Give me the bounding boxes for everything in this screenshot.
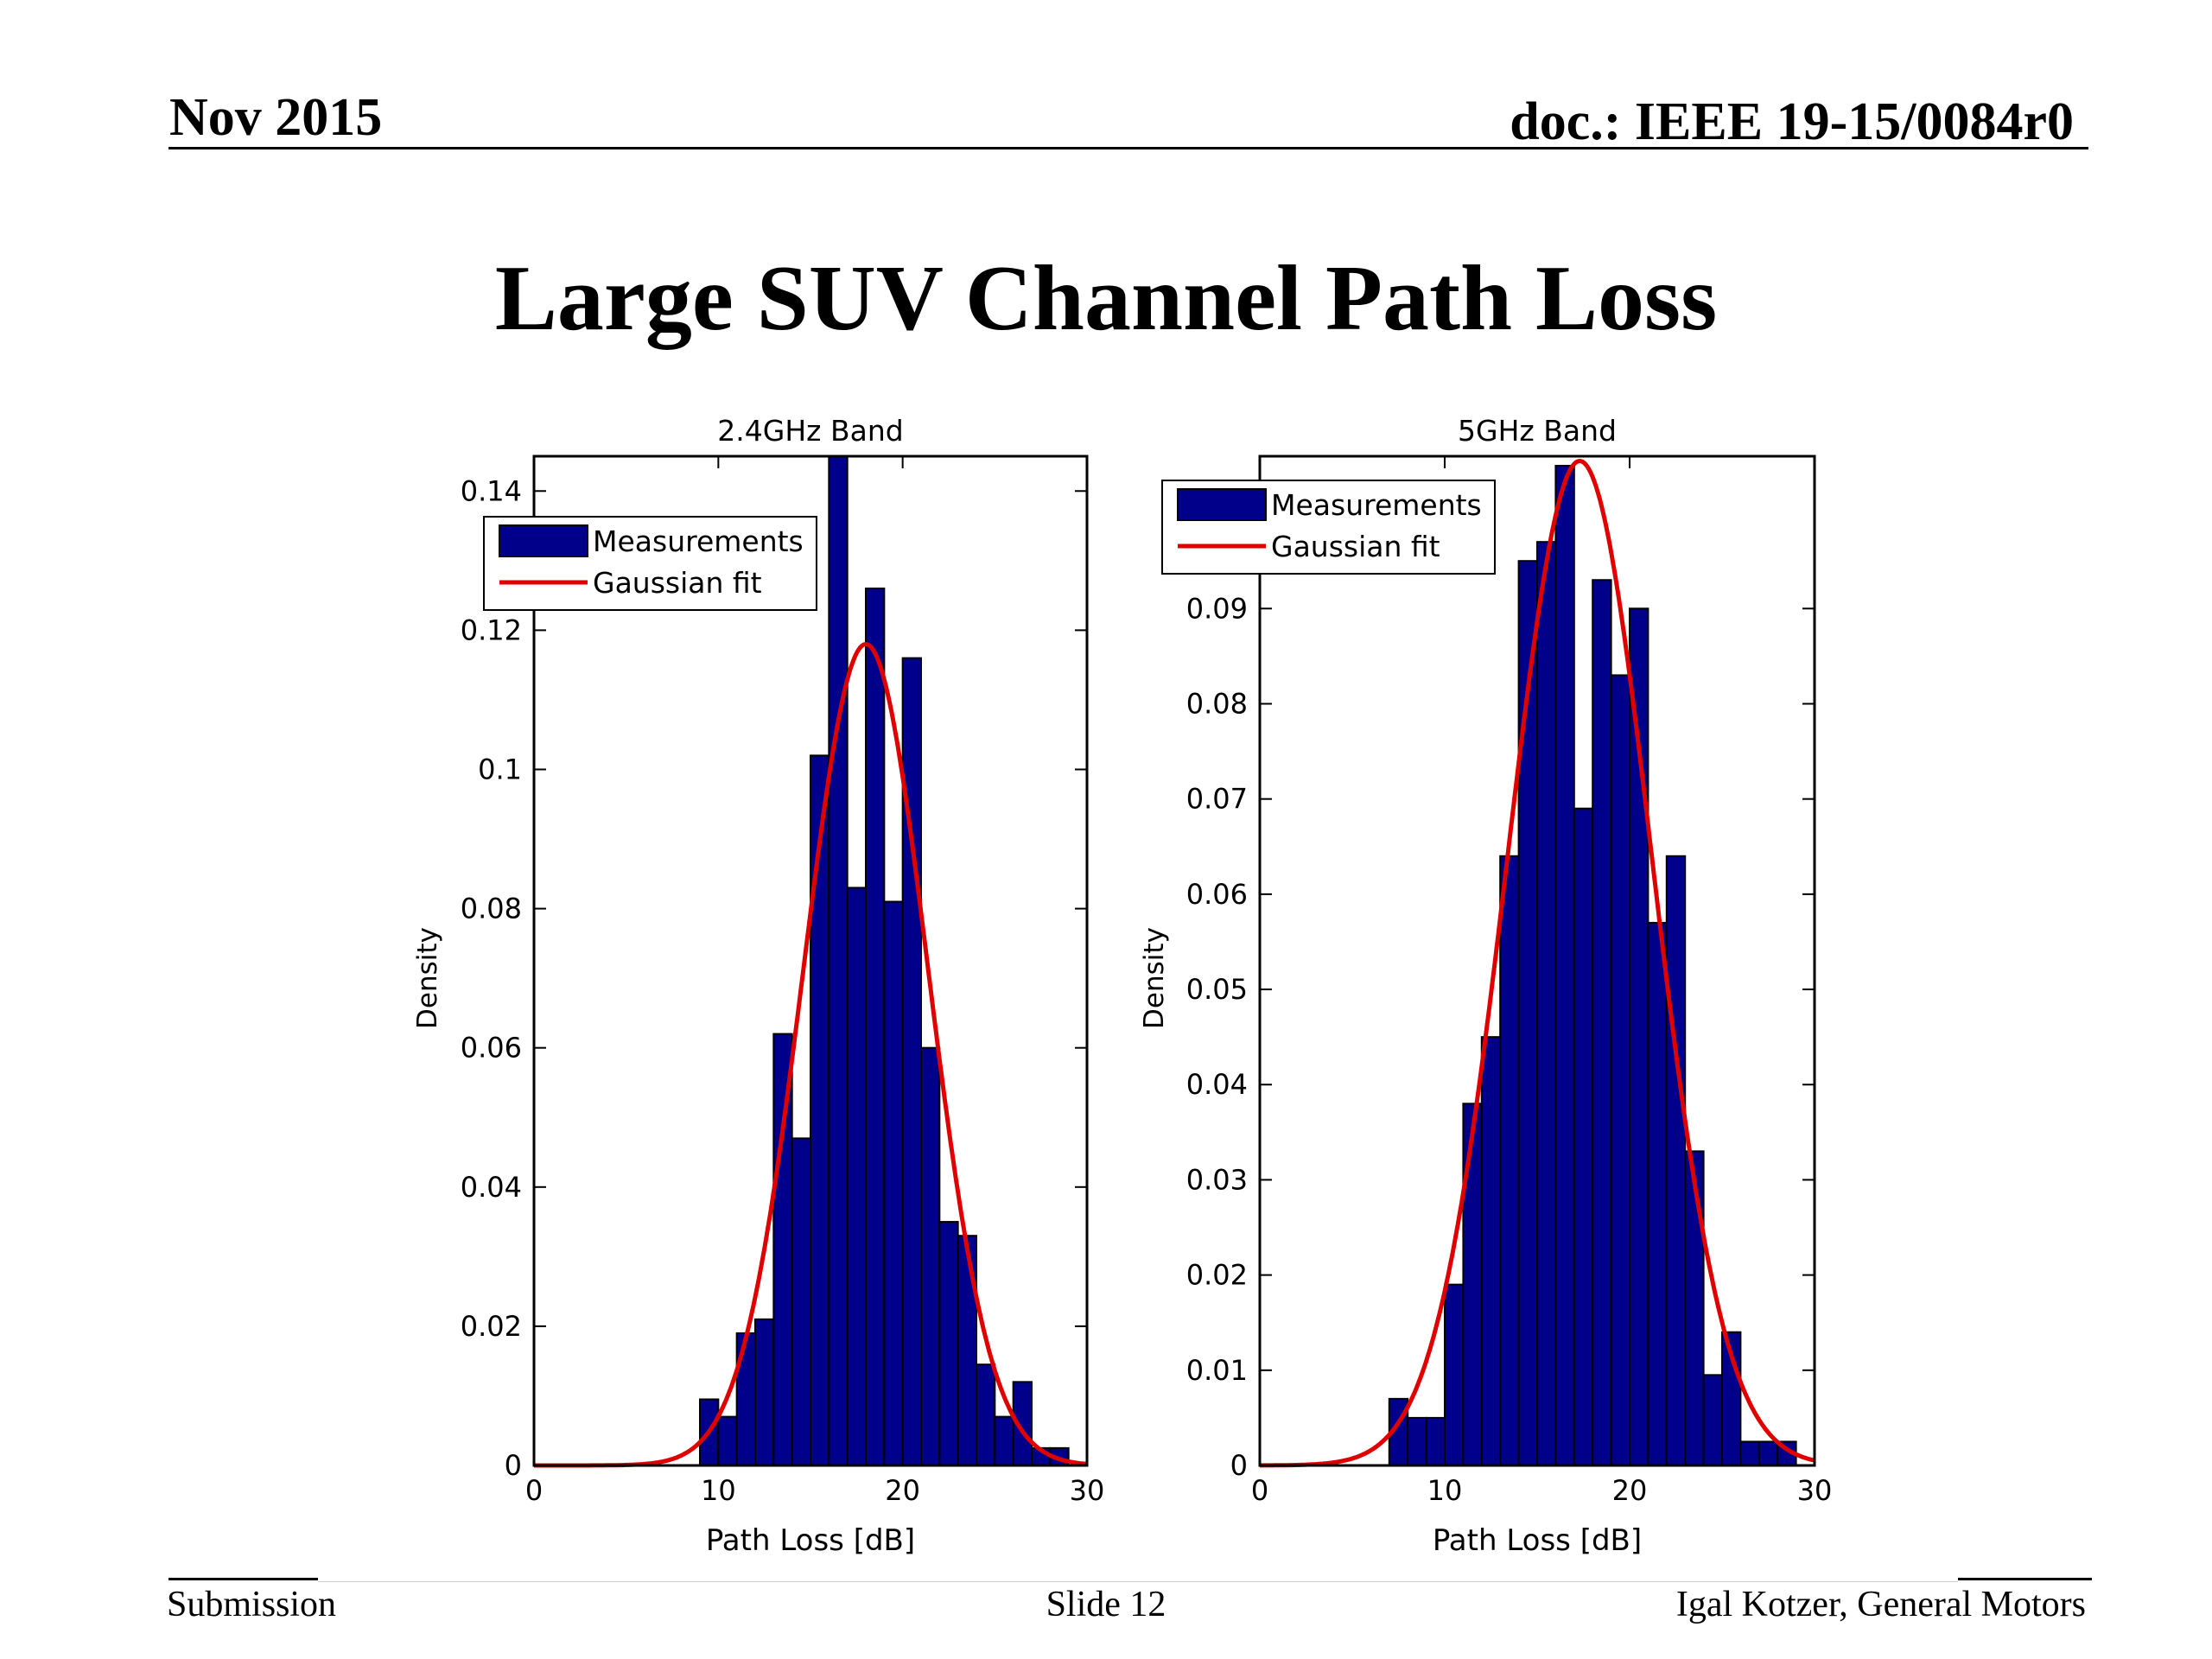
y-tick-label: 0.04 [1186, 1068, 1248, 1101]
y-tick-label: 0.05 [1186, 973, 1248, 1006]
histogram-bar [1610, 674, 1630, 1466]
y-tick-label: 0.08 [1186, 687, 1248, 720]
x-tick-label: 10 [701, 1474, 736, 1507]
footer-author: Igal Kotzer, General Motors [1675, 1585, 2086, 1624]
histogram-bar [1462, 1103, 1483, 1466]
chart-title: 5GHz Band [1458, 414, 1617, 448]
footer-rule-left [168, 1578, 318, 1580]
y-tick-label: 0.06 [1186, 878, 1248, 911]
histogram-bar [754, 1318, 775, 1467]
x-tick-label: 0 [525, 1474, 543, 1507]
x-axis-label: Path Loss [dB] [1433, 1523, 1642, 1558]
y-tick-label: 0.02 [1186, 1259, 1248, 1292]
histogram-bar [1702, 1374, 1723, 1467]
chart-0 [483, 454, 1089, 1468]
histogram-bar [901, 657, 922, 1466]
histogram-bar [1573, 807, 1594, 1466]
footer-slide-number: Slide 12 [1046, 1585, 1166, 1624]
chart-title: 2.4GHz Band [717, 414, 903, 448]
histogram-bar [865, 588, 886, 1466]
histogram-bar [938, 1221, 959, 1466]
y-tick-label: 0.03 [1186, 1163, 1248, 1196]
header-rule [168, 147, 2088, 149]
histogram-bar [1480, 1036, 1502, 1467]
histogram-bar [1499, 855, 1520, 1466]
histogram-bar [883, 900, 904, 1466]
histogram-bar [1444, 1283, 1465, 1466]
histogram-bar [994, 1415, 1014, 1466]
y-tick-label: 0.07 [1186, 783, 1248, 816]
legend-label-gaussian: Gaussian fit [1271, 530, 1440, 563]
histogram-bar [1665, 855, 1687, 1466]
histogram-bar [1647, 921, 1668, 1467]
legend-swatch-measurements [499, 524, 588, 557]
histogram-bar [1425, 1416, 1446, 1466]
x-tick-label: 20 [1612, 1474, 1648, 1507]
y-tick-label: 0.09 [1186, 592, 1248, 625]
y-tick-label: 0 [1230, 1449, 1248, 1482]
histogram-bar [717, 1415, 738, 1466]
x-tick-label: 30 [1070, 1474, 1105, 1507]
y-tick-label: 0.14 [461, 474, 522, 507]
y-axis-label: Density [1139, 927, 1170, 1029]
y-axis-label: Density [412, 927, 443, 1029]
y-tick-label: 0.04 [461, 1171, 522, 1204]
y-tick-label: 0.01 [1186, 1354, 1248, 1387]
histogram-bar [1684, 1150, 1705, 1466]
header-date: Nov 2015 [169, 88, 383, 147]
histogram-bar [1536, 541, 1557, 1466]
footer-rule-center [318, 1581, 1958, 1582]
histogram-bar [1554, 465, 1575, 1466]
legend-label-gaussian: Gaussian fit [593, 566, 762, 600]
plot-frame [532, 454, 1089, 1467]
histogram-bar [976, 1363, 996, 1466]
y-tick-label: 0 [505, 1449, 522, 1482]
y-tick-label: 0.02 [461, 1310, 522, 1343]
histogram-bar [1758, 1440, 1779, 1467]
slide-title: Large SUV Channel Path Loss [494, 247, 1718, 350]
chart-1 [1161, 454, 1816, 1468]
x-tick-label: 10 [1427, 1474, 1463, 1507]
histogram-bar [1592, 579, 1612, 1467]
y-tick-label: 0.06 [461, 1032, 522, 1065]
histogram-bar [735, 1332, 757, 1467]
plot-frame [1258, 454, 1816, 1467]
histogram-bar [920, 1046, 941, 1467]
histogram-bar [772, 1033, 793, 1467]
footer-submission: Submission [167, 1585, 337, 1624]
histogram-bar [846, 887, 868, 1466]
histogram-bar [810, 754, 830, 1466]
y-tick-label: 0.08 [461, 893, 522, 925]
histogram-bar [957, 1235, 977, 1466]
x-axis-label: Path Loss [dB] [706, 1523, 915, 1558]
x-tick-label: 20 [885, 1474, 920, 1507]
x-tick-label: 0 [1251, 1474, 1268, 1507]
legend-swatch-measurements [1177, 488, 1267, 521]
legend-label-measurements: Measurements [593, 524, 804, 558]
histogram-bar [1739, 1440, 1760, 1467]
legend-label-measurements: Measurements [1271, 488, 1482, 522]
histogram-bar [828, 455, 849, 1466]
y-tick-label: 0.1 [478, 753, 522, 785]
histogram-bar [791, 1137, 812, 1466]
x-tick-label: 30 [1797, 1474, 1833, 1507]
header-doc-id: doc.: IEEE 19-15/0084r0 [1510, 92, 2074, 151]
gaussian-fit-line [1260, 458, 1815, 1468]
y-tick-label: 0.12 [461, 613, 522, 646]
histogram-bar [1407, 1416, 1427, 1466]
footer-rule-right [1958, 1578, 2092, 1580]
